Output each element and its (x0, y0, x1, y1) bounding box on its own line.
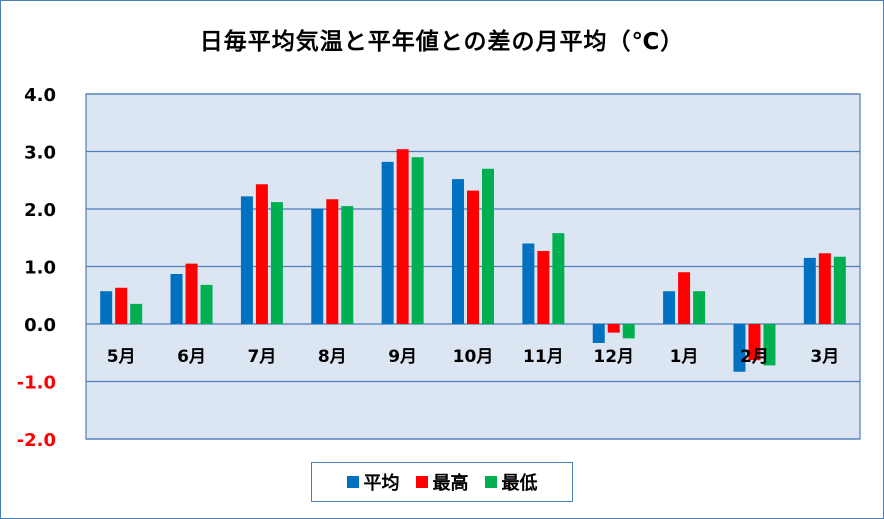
bar (833, 256, 846, 324)
bar (255, 184, 268, 324)
x-tick-label: 6月 (177, 347, 206, 367)
bar (592, 324, 605, 343)
legend-swatch (484, 476, 497, 488)
bar (748, 324, 761, 361)
bar (185, 263, 198, 324)
legend-item-saitei: 最低 (484, 469, 538, 495)
bar (693, 291, 706, 324)
legend-item-saikou: 最高 (415, 469, 469, 495)
y-tick-label: 0.0 (24, 315, 56, 336)
y-tick-label: 2.0 (24, 200, 56, 221)
bar (663, 291, 676, 324)
bars (100, 149, 846, 372)
x-tick-label: 2月 (740, 347, 769, 367)
bar (200, 284, 213, 324)
bar (396, 149, 409, 324)
bar (411, 157, 424, 324)
bar (326, 199, 339, 324)
bar (482, 168, 494, 324)
legend-item-heikin: 平均 (346, 469, 400, 495)
bar (311, 209, 324, 324)
legend: 平均 最高 最低 (311, 462, 573, 502)
bar (381, 161, 394, 324)
bar (240, 196, 253, 324)
bar (130, 303, 143, 324)
x-tick-label: 3月 (810, 347, 839, 367)
legend-swatch (415, 476, 428, 488)
y-axis-ticks: 4.0 3.0 2.0 1.0 0.0 -1.0 -2.0 (17, 85, 56, 451)
x-tick-label: 12月 (593, 347, 634, 367)
bar (522, 243, 535, 324)
x-tick-label: 7月 (247, 347, 276, 367)
bar (622, 324, 635, 339)
x-tick-label: 11月 (523, 347, 564, 367)
x-tick-label: 9月 (388, 347, 417, 367)
bar (467, 190, 479, 324)
y-tick-label: 1.0 (24, 258, 56, 279)
bar (552, 233, 565, 324)
y-tick-label: 4.0 (24, 85, 56, 106)
chart-title: 日毎平均気温と平年値との差の月平均（℃） (199, 29, 685, 55)
legend-swatch (346, 476, 359, 488)
bar (678, 272, 691, 324)
y-tick-label: 3.0 (24, 143, 56, 164)
x-tick-label: 10月 (453, 347, 494, 367)
bar (537, 250, 550, 324)
bar (270, 202, 283, 324)
bar (341, 206, 354, 324)
bar (803, 257, 816, 324)
gridlines (86, 93, 860, 440)
bar (733, 324, 746, 372)
bar (115, 287, 128, 324)
x-axis-ticks: 5月 6月 7月 8月 9月 10月 11月 12月 1月 2月 3月 (107, 347, 839, 367)
bar (607, 324, 620, 333)
y-tick-label: -2.0 (17, 430, 56, 451)
x-tick-label: 1月 (670, 347, 699, 367)
bar (818, 253, 831, 324)
legend-label: 最低 (501, 473, 538, 494)
legend-label: 平均 (363, 473, 400, 494)
bar (452, 179, 464, 324)
x-tick-label: 5月 (107, 347, 136, 367)
bar (763, 324, 776, 366)
bar (170, 273, 183, 324)
bar (100, 291, 113, 324)
legend-label: 最高 (432, 473, 469, 494)
y-tick-label: -1.0 (17, 373, 56, 394)
x-tick-label: 8月 (318, 347, 347, 367)
